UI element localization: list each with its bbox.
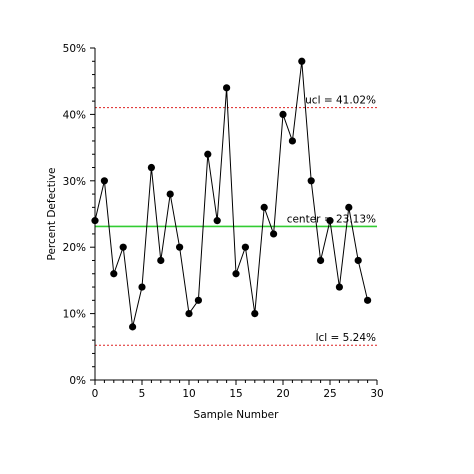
- data-point: [157, 256, 165, 265]
- y-axis-label: Percent Defective: [46, 167, 58, 260]
- y-tick-label: 50%: [63, 43, 86, 55]
- data-point: [335, 283, 343, 291]
- data-point: [288, 137, 296, 145]
- reference-line-label: lcl = 5.24%: [316, 332, 376, 344]
- data-point: [317, 256, 325, 265]
- data-point: [307, 177, 315, 185]
- data-point: [364, 296, 372, 304]
- x-tick-label: 15: [229, 388, 242, 400]
- data-point: [251, 310, 259, 318]
- data-point: [298, 57, 306, 65]
- series-line: [94, 61, 369, 327]
- data-point: [166, 190, 174, 198]
- y-tick-label: 30%: [63, 176, 86, 188]
- data-point: [345, 203, 353, 211]
- x-tick-label: 30: [370, 388, 383, 400]
- data-point: [110, 270, 118, 278]
- x-tick-label: 5: [139, 388, 146, 400]
- data-point: [354, 256, 362, 265]
- data-series: [91, 57, 372, 331]
- x-tick-label: 20: [276, 388, 289, 400]
- y-tick-label: 0%: [69, 375, 86, 387]
- data-point: [185, 310, 193, 318]
- y-tick-label: 20%: [63, 242, 86, 254]
- data-point: [119, 243, 127, 251]
- data-point: [232, 270, 240, 278]
- data-point: [176, 243, 184, 251]
- data-point: [100, 177, 108, 185]
- data-point: [138, 283, 146, 291]
- data-point: [241, 243, 249, 251]
- x-axis-ticks: 0 5 10 15 20 25 30: [92, 380, 384, 400]
- reference-line-label: ucl = 41.02%: [305, 95, 376, 107]
- x-tick-label: 25: [323, 388, 336, 400]
- y-tick-label: 40%: [63, 109, 86, 121]
- data-point: [213, 217, 221, 225]
- data-point: [223, 84, 231, 92]
- data-point: [194, 296, 202, 304]
- x-axis-label: Sample Number: [194, 409, 280, 421]
- data-point: [260, 203, 268, 211]
- data-point: [204, 150, 212, 158]
- data-point: [147, 163, 155, 172]
- data-point: [129, 323, 137, 331]
- data-point: [270, 230, 278, 238]
- data-point: [326, 217, 334, 225]
- y-tick-label: 10%: [63, 309, 86, 321]
- x-tick-label: 0: [92, 388, 99, 400]
- x-tick-label: 10: [182, 388, 195, 400]
- y-axis-ticks: 0% 10% 20% 30% 40% 50%: [63, 43, 95, 387]
- data-point: [279, 110, 287, 118]
